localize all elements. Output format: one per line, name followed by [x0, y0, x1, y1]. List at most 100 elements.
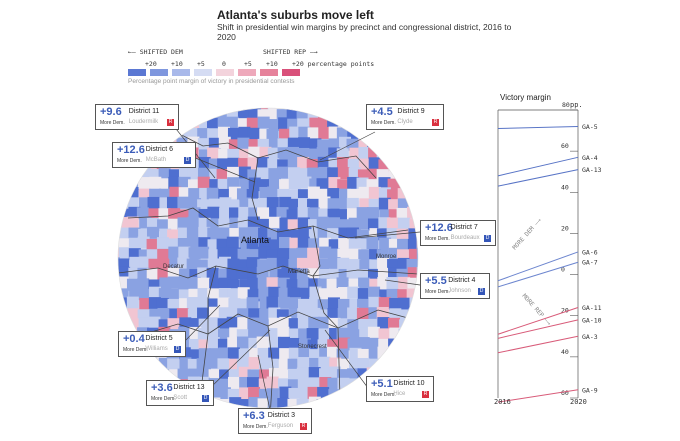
precinct-cell: [337, 167, 350, 180]
precinct-cell: [397, 358, 410, 371]
precinct-cell: [266, 129, 279, 142]
precinct-cell: [327, 297, 340, 310]
precinct-cell: [126, 278, 139, 291]
precinct-cell: [417, 128, 418, 141]
precinct-cell: [417, 167, 418, 180]
legend-tick: 0: [222, 60, 226, 68]
precinct-cell: [327, 198, 340, 211]
precinct-cell: [298, 137, 311, 150]
precinct-cell: [118, 248, 120, 261]
precinct-cell: [228, 207, 241, 220]
legend-swatch: [128, 69, 146, 76]
precinct-cell: [258, 227, 271, 240]
precinct-cell: [156, 237, 169, 250]
precinct-cell: [118, 309, 120, 322]
precinct-cell: [298, 126, 311, 139]
precinct-cell: [288, 387, 301, 400]
more-dem-annotation: MORE DEM —→: [511, 217, 543, 252]
precinct-cell: [277, 296, 290, 309]
precinct-cell: [257, 108, 270, 110]
precinct-cell: [196, 108, 209, 120]
precinct-cell: [287, 337, 300, 350]
precinct-cell: [319, 246, 332, 259]
precinct-cell: [118, 186, 119, 199]
precinct-cell: [348, 238, 361, 251]
legend-swatch: [150, 69, 168, 76]
precinct-cell: [266, 257, 279, 270]
party-badge: D: [478, 288, 485, 295]
precinct-cell: [368, 157, 381, 170]
precinct-cell: [236, 188, 249, 201]
precinct-cell: [368, 286, 381, 299]
precinct-cell: [198, 156, 211, 169]
precinct-cell: [218, 136, 231, 149]
precinct-cell: [409, 297, 418, 310]
precinct-cell: [206, 187, 219, 200]
precinct-cell: [308, 396, 321, 408]
y-tick-label: 20: [561, 224, 569, 232]
district-callout: +3.6 More Dem. District 13 Scott D: [146, 380, 214, 406]
district-name: District 4: [448, 277, 476, 284]
precinct-cell: [156, 297, 169, 310]
precinct-cell: [268, 108, 281, 120]
precinct-cell: [407, 206, 418, 219]
party-badge: R: [422, 391, 429, 398]
precinct-cell: [347, 117, 360, 130]
y-tick-label: 40: [561, 348, 569, 356]
precinct-cell: [127, 397, 140, 408]
precinct-cell: [119, 367, 132, 380]
precinct-cell: [118, 129, 130, 142]
precinct-cell: [118, 178, 130, 191]
district-name: District 3: [267, 412, 296, 419]
precinct-cell: [247, 277, 260, 290]
precinct-cell: [217, 409, 229, 421]
precinct-cell: [237, 248, 250, 261]
precinct-cell: [268, 216, 281, 229]
precinct-cell: [178, 187, 191, 200]
precinct-cell: [298, 387, 311, 400]
precinct-cell: [118, 216, 122, 229]
precinct-cell: [177, 368, 190, 381]
precinct-cell: [168, 176, 181, 189]
chart-title: Atlanta's suburbs move left: [217, 8, 374, 22]
precinct-cell: [398, 167, 411, 180]
precinct-cell: [167, 318, 180, 331]
precinct-cell: [217, 358, 230, 371]
precinct-cell: [419, 299, 428, 311]
precinct-cell: [379, 237, 392, 250]
precinct-cell: [256, 336, 269, 349]
precinct-cell: [396, 207, 409, 220]
precinct-cell: [286, 108, 299, 120]
precinct-cell: [366, 236, 379, 249]
precinct-cell: [127, 367, 140, 380]
representative-name: Ferguson: [267, 423, 294, 429]
precinct-cell: [207, 206, 220, 219]
place-label: Decatur: [163, 264, 184, 270]
precinct-cell: [207, 356, 220, 369]
precinct-cell: [307, 186, 320, 199]
precinct-cell: [248, 397, 261, 408]
precinct-cell: [367, 326, 380, 339]
precinct-cell: [296, 257, 309, 270]
precinct-cell: [236, 267, 249, 280]
more-dem-label: More Dem.: [151, 396, 176, 402]
precinct-cell: [248, 386, 261, 399]
precinct-cell: [227, 258, 240, 271]
legend-tick: +5: [197, 60, 205, 68]
precinct-cell: [369, 358, 382, 371]
series-line-ga-13: [497, 169, 579, 187]
precinct-cell: [118, 398, 131, 408]
precinct-cell: [187, 108, 200, 112]
precinct-cell: [338, 396, 351, 408]
precinct-cell: [247, 127, 260, 140]
legend-note: Percentage point margin of victory in pr…: [128, 78, 295, 85]
precinct-cell: [407, 308, 418, 321]
precinct-cell: [396, 348, 409, 361]
precinct-cell: [179, 108, 192, 119]
precinct-cell: [298, 347, 311, 360]
precinct-cell: [198, 226, 211, 239]
series-line-ga-9: [497, 389, 579, 403]
precinct-cell: [288, 189, 301, 202]
precinct-cell: [398, 328, 411, 341]
precinct-cell: [167, 358, 180, 371]
